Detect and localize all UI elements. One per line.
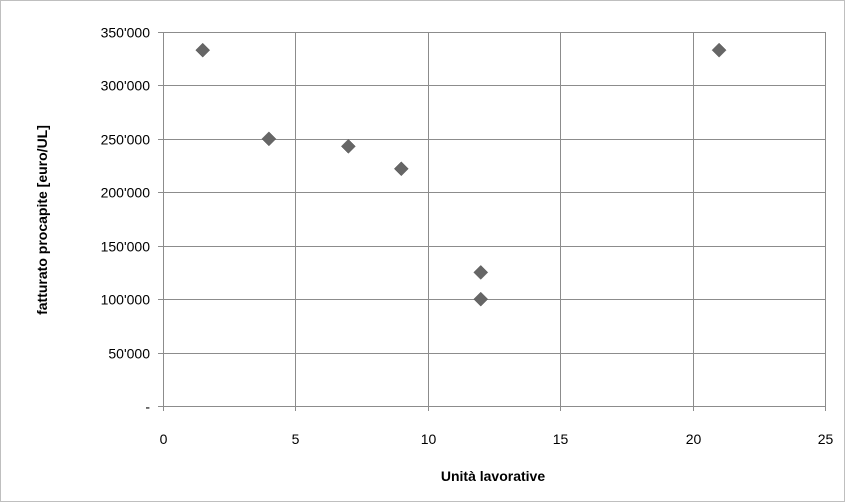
data-point-diamond xyxy=(195,42,211,58)
y-tick-label: 300'000 xyxy=(101,78,151,94)
x-tick-label: 5 xyxy=(292,431,300,447)
data-point-diamond xyxy=(473,291,489,307)
x-tick-label: 0 xyxy=(160,431,168,447)
data-point-diamond xyxy=(341,138,356,154)
data-points xyxy=(195,42,727,307)
x-tick-label: 15 xyxy=(553,431,569,447)
y-tick-label: 50'000 xyxy=(108,346,150,362)
data-point-diamond xyxy=(473,265,489,280)
y-tick-label: 150'000 xyxy=(101,239,151,255)
x-tick-label: 10 xyxy=(421,431,437,447)
data-point-diamond xyxy=(261,131,277,147)
data-point-diamond xyxy=(711,42,727,58)
x-axis-title: Unità lavorative xyxy=(441,468,545,484)
y-tick-label: - xyxy=(145,399,150,415)
y-tick-labels: - 50'000 100'000 150'000 200'000 250'000 300'0… xyxy=(101,25,151,415)
y-tick-label: 350'000 xyxy=(101,25,151,41)
y-tick-label: 200'000 xyxy=(101,185,151,201)
axis-layer xyxy=(158,32,826,411)
grid-layer xyxy=(163,32,826,406)
y-tick-label: 100'000 xyxy=(101,292,151,308)
x-tick-label: 25 xyxy=(818,431,834,447)
y-axis-title: fatturato procapite [euro/UL] xyxy=(34,125,50,315)
x-tick-label: 20 xyxy=(686,431,702,447)
y-tick-label: 250'000 xyxy=(101,132,151,148)
data-point-diamond xyxy=(393,161,409,177)
x-tick-labels: 0 5 10 15 20 25 xyxy=(160,431,834,447)
